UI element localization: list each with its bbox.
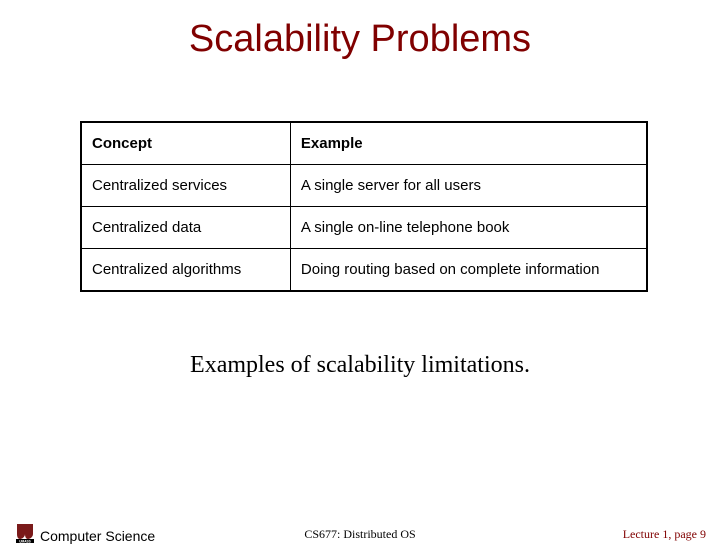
cell-example: A single on-line telephone book [290, 207, 647, 249]
table-container: Concept Example Centralized services A s… [80, 121, 648, 292]
table-header-row: Concept Example [81, 122, 647, 165]
table-row: Centralized data A single on-line teleph… [81, 207, 647, 249]
scalability-table: Concept Example Centralized services A s… [80, 121, 648, 292]
footer-left: UMASS Computer Science [14, 522, 155, 544]
table-row: Centralized services A single server for… [81, 165, 647, 207]
slide-title: Scalability Problems [0, 18, 720, 61]
cell-concept: Centralized algorithms [81, 249, 290, 292]
cell-concept: Centralized data [81, 207, 290, 249]
footer: UMASS Computer Science CS677: Distribute… [0, 520, 720, 544]
col-header-concept: Concept [81, 122, 290, 165]
footer-dept: Computer Science [40, 528, 155, 544]
cell-concept: Centralized services [81, 165, 290, 207]
cell-example: Doing routing based on complete informat… [290, 249, 647, 292]
svg-text:UMASS: UMASS [19, 540, 31, 544]
cell-example: A single server for all users [290, 165, 647, 207]
table-row: Centralized algorithms Doing routing bas… [81, 249, 647, 292]
caption-text: Examples of scalability limitations. [0, 352, 720, 379]
col-header-example: Example [290, 122, 647, 165]
umass-logo-icon: UMASS [14, 522, 36, 544]
